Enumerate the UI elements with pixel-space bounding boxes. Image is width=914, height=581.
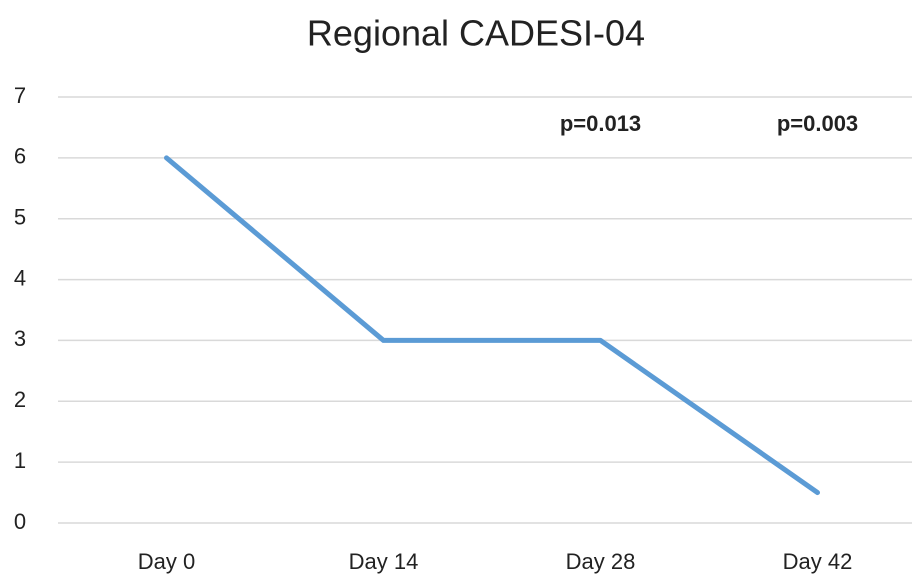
x-tick-label: Day 42: [783, 549, 853, 574]
x-tick-label: Day 28: [566, 549, 636, 574]
y-tick-label: 4: [14, 265, 26, 290]
annotation: p=0.013: [560, 111, 641, 136]
y-tick-label: 3: [14, 326, 26, 351]
y-tick-label: 5: [14, 205, 26, 230]
y-tick-label: 6: [14, 144, 26, 169]
y-tick-label: 2: [14, 387, 26, 412]
x-tick-label: Day 14: [349, 549, 419, 574]
chart-title: Regional CADESI-04: [307, 13, 645, 54]
x-tick-label: Day 0: [138, 549, 195, 574]
y-tick-label: 0: [14, 509, 26, 534]
y-tick-label: 7: [14, 83, 26, 108]
data-line: [164, 155, 820, 496]
annotation: p=0.003: [777, 111, 858, 136]
y-tick-label: 1: [14, 448, 26, 473]
